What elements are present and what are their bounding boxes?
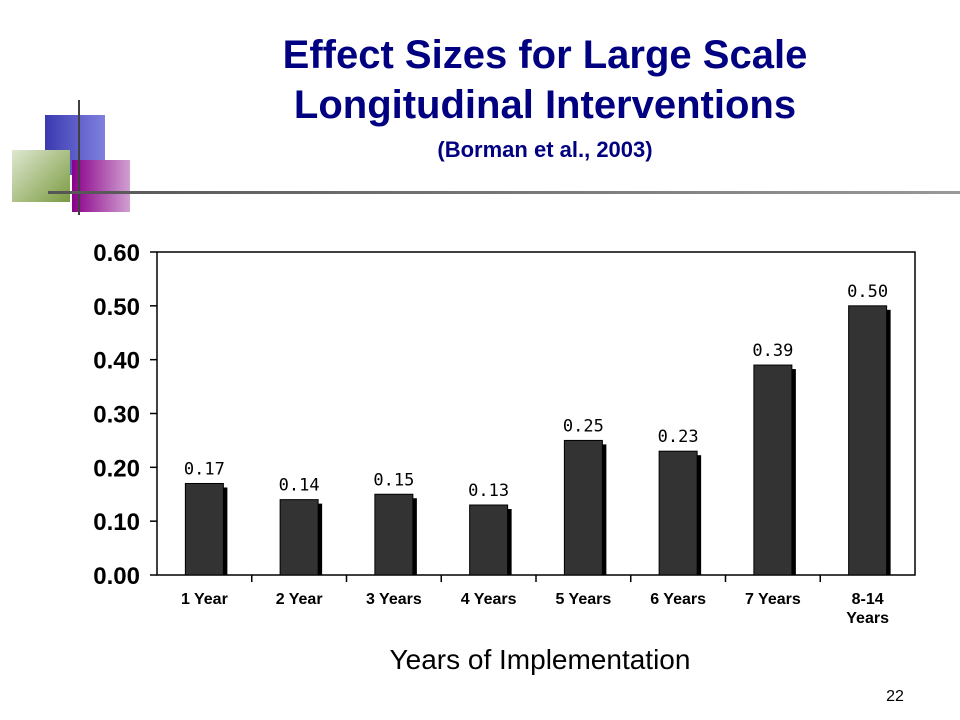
bar-data-label: 0.23 xyxy=(658,427,699,447)
x-tick-label: 5 Years xyxy=(555,591,611,608)
y-tick-label: 0.60 xyxy=(93,240,140,267)
bar-data-label: 0.17 xyxy=(184,459,225,479)
x-tick-label: 4 Years xyxy=(461,591,517,608)
bar xyxy=(658,450,698,576)
slide-title-line-2: Longitudinal Interventions xyxy=(293,83,797,127)
bar xyxy=(848,305,888,576)
bar-data-label: 0.50 xyxy=(847,282,888,302)
x-tick-label: 1 Year xyxy=(181,591,228,608)
y-tick-label: 0.20 xyxy=(93,455,140,482)
slide-decoration xyxy=(0,0,960,230)
bar-data-label: 0.39 xyxy=(752,341,793,361)
y-tick-label: 0.00 xyxy=(93,563,140,590)
bar-data-label: 0.13 xyxy=(468,481,509,501)
x-tick-label: 8-14 xyxy=(852,591,884,608)
slide-title-block: Effect Sizes for Large Scale Longitudina… xyxy=(130,30,960,168)
deco-purple-square xyxy=(72,160,130,212)
y-tick-label: 0.50 xyxy=(93,294,140,321)
bar-data-label: 0.14 xyxy=(279,476,320,496)
slide-title-line-1: Effect Sizes for Large Scale xyxy=(282,33,808,77)
bar xyxy=(374,493,414,576)
x-axis-title: Years of Implementation xyxy=(390,644,691,675)
bar xyxy=(753,364,793,576)
bar-data-label: 0.25 xyxy=(563,416,604,436)
slide-subtitle: (Borman et al., 2003) xyxy=(437,137,653,162)
y-tick-label: 0.40 xyxy=(93,348,140,375)
x-tick-label: Years xyxy=(846,610,889,627)
y-tick-label: 0.10 xyxy=(93,509,140,536)
deco-vertical-rule xyxy=(78,100,80,215)
y-tick-label: 0.30 xyxy=(93,402,140,429)
bar xyxy=(563,439,603,576)
bar xyxy=(184,482,224,576)
plot-area-frame xyxy=(156,251,916,576)
deco-horizontal-rule xyxy=(48,191,960,194)
bar xyxy=(279,499,319,576)
bar xyxy=(469,504,509,576)
x-tick-label: 6 Years xyxy=(650,591,706,608)
x-tick-label: 7 Years xyxy=(745,591,801,608)
slide-number: 22 xyxy=(886,688,904,705)
x-tick-label: 2 Year xyxy=(276,591,323,608)
effect-size-bar-chart: 0.00 0.10 0.20 0.30 0.40 0.50 0.60 0.17 1 Year 0.… xyxy=(93,240,916,675)
bar-data-label: 0.15 xyxy=(373,470,414,490)
x-tick-label: 3 Years xyxy=(366,591,422,608)
